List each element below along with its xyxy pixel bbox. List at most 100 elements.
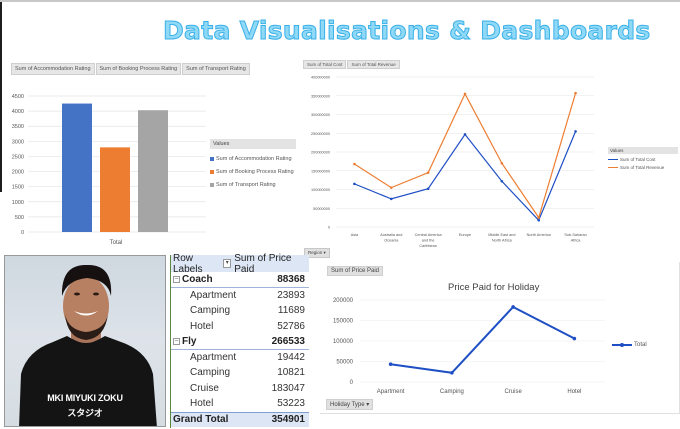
top-border: [0, 0, 680, 2]
pivot-group-row[interactable]: − Fly 266533: [171, 334, 309, 350]
holiday-price-chart: 0 50000 100000 150000 200000 Apartment Camping…: [320, 262, 680, 414]
shirt-text-line2: スタジオ: [67, 408, 103, 418]
value-header: Sum of Price Paid: [234, 252, 292, 275]
svg-text:2000: 2000: [12, 170, 24, 176]
sum-price-paid-button[interactable]: Sum of Price Paid: [327, 266, 384, 276]
bar-chart-canvas: 0 500 1000 1500 2000 2500 3000 3500 4000 4500 Tota…: [12, 94, 206, 246]
svg-text:Australia and: Australia and: [380, 233, 402, 237]
pivot-row: Hotel 52786: [190, 320, 305, 332]
grand-total-row: Grand Total 354901: [171, 411, 309, 427]
svg-text:4000: 4000: [12, 109, 24, 115]
collapse-icon[interactable]: −: [173, 275, 180, 283]
svg-text:4500: 4500: [12, 94, 24, 100]
svg-text:Cruise: Cruise: [504, 389, 522, 395]
person-illustration: [19, 264, 157, 426]
holiday-legend: Total: [612, 342, 647, 348]
bar-legend: Values Sum of Accommodation Rating Sum o…: [210, 139, 296, 188]
svg-text:Africa: Africa: [571, 239, 582, 243]
shirt-text-line1: MKI MIYUKI ZOKU: [47, 393, 123, 403]
legend-item: Sum of Transport Rating: [210, 182, 296, 188]
pivot-row: Apartment 19442: [190, 351, 305, 363]
svg-text:Oceania: Oceania: [384, 239, 399, 243]
svg-text:250000000: 250000000: [311, 132, 330, 136]
svg-text:Camping: Camping: [440, 389, 464, 395]
svg-text:50000000: 50000000: [313, 207, 330, 211]
swatch-blue-icon: [210, 157, 214, 161]
line-chart-canvas: 0 50000000 100000000 150000000 200000000 2500…: [311, 76, 594, 248]
legend-item: Sum of Booking Process Rating: [210, 169, 296, 175]
legend-item: Sum of Total Revenue: [608, 165, 678, 170]
bar-field-buttons: Sum of Accommodation Rating Sum of Booki…: [11, 63, 250, 75]
swatch-orange-icon: [210, 170, 214, 174]
svg-text:Sub-Saharan: Sub-Saharan: [564, 233, 586, 237]
svg-text:Hotel: Hotel: [567, 389, 581, 395]
region-filter-button[interactable]: Region ▾: [304, 248, 330, 258]
svg-text:100000000: 100000000: [311, 188, 330, 192]
field-button-booking[interactable]: Sum of Booking Process Rating: [95, 63, 182, 75]
pivot-group-row[interactable]: − Coach 88368: [171, 272, 309, 288]
line-field-buttons: Sum of Total Cost Sum of Total Revenue: [303, 60, 400, 69]
chart-title: Price Paid for Holiday: [448, 282, 540, 293]
svg-text:Apartment: Apartment: [377, 389, 405, 395]
pivot-row: Hotel 53223: [190, 398, 305, 410]
rating-bar-chart: 0 500 1000 1500 2000 2500 3000 3500 4000 4500 Tota…: [6, 58, 296, 250]
svg-text:0: 0: [21, 230, 24, 236]
swatch-gray-icon: [210, 183, 214, 187]
svg-text:3500: 3500: [12, 124, 24, 130]
profile-photo: MKI MIYUKI ZOKU スタジオ: [4, 255, 166, 427]
svg-text:300000000: 300000000: [311, 113, 330, 117]
dropdown-arrow-icon: ▾: [323, 250, 326, 255]
collapse-icon[interactable]: −: [173, 337, 180, 345]
svg-text:and the: and the: [422, 239, 435, 243]
bar[interactable]: [62, 103, 92, 232]
pivot-row: Camping 11689: [190, 305, 305, 317]
svg-text:0: 0: [350, 380, 354, 386]
svg-text:2500: 2500: [12, 154, 24, 160]
svg-text:0: 0: [328, 226, 330, 230]
pivot-row: Camping 10821: [190, 367, 305, 379]
svg-text:Total: Total: [110, 240, 123, 246]
svg-text:Europe: Europe: [459, 233, 471, 237]
svg-text:Central America: Central America: [415, 233, 443, 237]
row-labels-header: Row Labels: [173, 252, 203, 275]
line-legend-title: Values: [608, 147, 678, 154]
svg-text:1000: 1000: [12, 200, 24, 206]
field-button-total-cost[interactable]: Sum of Total Cost: [303, 60, 347, 69]
field-button-total-revenue[interactable]: Sum of Total Revenue: [347, 60, 400, 69]
svg-text:3000: 3000: [12, 139, 24, 145]
svg-text:500: 500: [15, 215, 24, 221]
pivot-row: Apartment 23893: [190, 289, 305, 301]
holiday-type-filter-button[interactable]: Holiday Type ▾: [326, 399, 374, 410]
svg-text:50000: 50000: [336, 360, 353, 366]
bar[interactable]: [100, 147, 130, 232]
svg-text:100000: 100000: [333, 339, 354, 345]
pivot-row: Cruise 183047: [190, 382, 305, 394]
bar-legend-title: Values: [210, 139, 296, 149]
svg-text:Caribbean: Caribbean: [419, 244, 437, 248]
bar[interactable]: [138, 110, 168, 232]
dropdown-arrow-icon: ▾: [366, 402, 370, 408]
svg-text:North America: North America: [527, 233, 552, 237]
page-title: Data Visualisations & Dashboards: [163, 16, 651, 46]
field-button-accommodation[interactable]: Sum of Accommodation Rating: [11, 63, 95, 75]
legend-item: Sum of Total Cost: [608, 157, 678, 162]
svg-text:400000000: 400000000: [311, 76, 330, 80]
legend-line-icon: [612, 342, 632, 347]
field-button-transport[interactable]: Sum of Transport Rating: [182, 63, 250, 75]
pivot-header-row: Row Labels ▾ Sum of Price Paid: [171, 252, 309, 275]
svg-text:1500: 1500: [12, 185, 24, 191]
svg-text:North Africa: North Africa: [492, 239, 513, 243]
svg-text:350000000: 350000000: [311, 94, 330, 98]
svg-text:Middle East and: Middle East and: [488, 233, 515, 237]
holiday-chart-canvas: 0 50000 100000 150000 200000 Apartment Camping…: [333, 298, 605, 395]
legend-item: Sum of Accommodation Rating: [210, 156, 296, 162]
svg-text:200000: 200000: [333, 298, 354, 304]
svg-text:Asia: Asia: [351, 233, 359, 237]
left-border: [0, 2, 2, 192]
svg-text:200000000: 200000000: [311, 151, 330, 155]
line-swatch-blue-icon: [608, 158, 618, 161]
pivot-table: Row Labels ▾ Sum of Price Paid − Coach 88…: [170, 252, 309, 428]
svg-text:150000000: 150000000: [311, 169, 330, 173]
row-labels-filter-icon[interactable]: ▾: [223, 259, 232, 268]
region-line-chart: 0 50000000 100000000 150000000 200000000 2500…: [298, 58, 680, 258]
